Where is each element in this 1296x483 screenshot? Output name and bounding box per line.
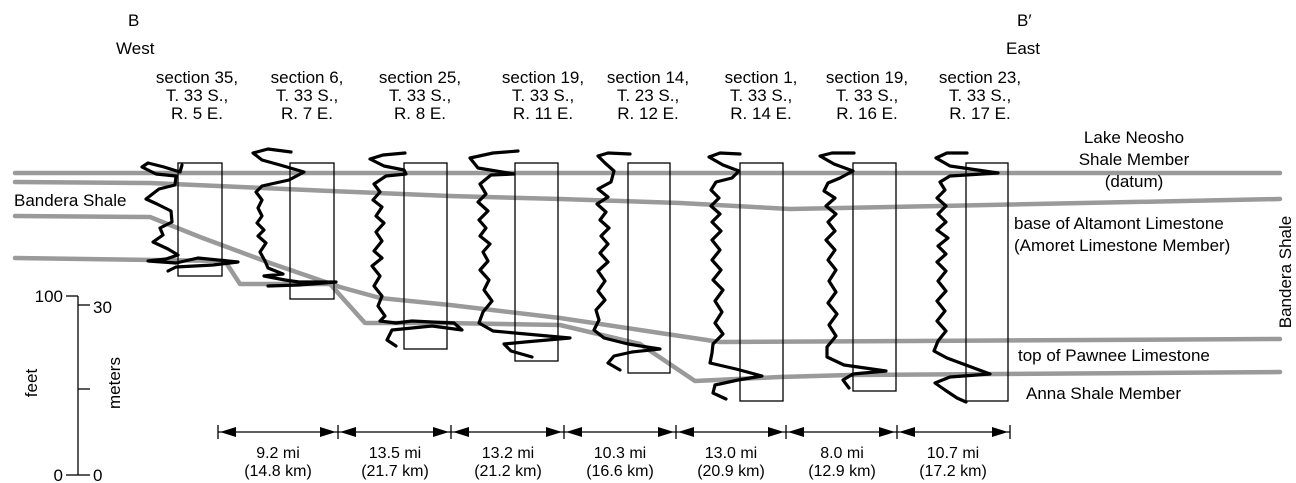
section-header-3: section 25, T. 33 S., R. 8 E. <box>379 68 461 123</box>
distance-3-km: (21.2 km) <box>474 463 542 480</box>
svg-text:T. 23 S.,: T. 23 S., <box>617 86 679 105</box>
anna-shale-label: Anna Shale Member <box>1026 384 1181 403</box>
altamont-base-line <box>12 179 1283 212</box>
distance-7-mi: 10.7 mi <box>927 445 979 462</box>
svg-text:T. 33 S.,: T. 33 S., <box>836 86 898 105</box>
section-header-2: section 6, T. 33 S., R. 7 E. <box>271 68 344 123</box>
svg-text:R. 14 E.: R. 14 E. <box>730 104 791 123</box>
distance-4-mi: 10.3 mi <box>594 445 646 462</box>
distance-bar: 9.2 mi (14.8 km) 13.5 mi (21.7 km) 13.2 … <box>217 425 1011 480</box>
west-endpoint-letter: B <box>128 11 139 30</box>
svg-text:T. 33 S.,: T. 33 S., <box>730 86 792 105</box>
lake-neosho-label-3: (datum) <box>1105 172 1164 191</box>
svg-text:section 35,: section 35, <box>156 68 238 87</box>
svg-text:R. 12 E.: R. 12 E. <box>617 104 678 123</box>
well-log-1 <box>140 161 240 273</box>
feet-axis-label: feet <box>22 369 41 398</box>
well-log-2 <box>251 147 338 288</box>
bandera-shale-east-label: Bandera Shale <box>1276 216 1295 328</box>
lake-neosho-label-2: Shale Member <box>1079 150 1190 169</box>
svg-text:R. 7 E.: R. 7 E. <box>281 104 333 123</box>
meters-top-tick-label: 30 <box>93 298 112 317</box>
meters-bottom-tick-label: 0 <box>93 466 102 483</box>
well-log-3 <box>368 151 464 348</box>
well-log-5 <box>592 151 662 372</box>
svg-text:section 14,: section 14, <box>607 68 689 87</box>
section-header-1: section 35, T. 33 S., R. 5 E. <box>156 68 238 123</box>
distance-3-mi: 13.2 mi <box>482 445 534 462</box>
distance-7-km: (17.2 km) <box>919 463 987 480</box>
svg-text:section 19,: section 19, <box>826 68 908 87</box>
west-direction-label: West <box>116 39 155 58</box>
meters-axis-label: meters <box>105 357 124 409</box>
section-header-7: section 19, T. 33 S., R. 16 E. <box>826 68 908 123</box>
distance-1-mi: 9.2 mi <box>256 445 300 462</box>
distance-6-km: (12.9 km) <box>808 463 876 480</box>
distance-1-km: (14.8 km) <box>244 463 312 480</box>
distance-6-mi: 8.0 mi <box>820 445 864 462</box>
pawnee-label: top of Pawnee Limestone <box>1018 346 1210 365</box>
well-logs <box>140 147 1000 404</box>
well-log-8 <box>932 151 1000 404</box>
svg-text:T. 33 S.,: T. 33 S., <box>166 86 228 105</box>
distance-2-km: (21.7 km) <box>361 463 429 480</box>
svg-text:T. 33 S.,: T. 33 S., <box>276 86 338 105</box>
east-direction-label: East <box>1006 39 1040 58</box>
distance-5-mi: 13.0 mi <box>705 445 757 462</box>
feet-bottom-tick-label: 0 <box>54 466 63 483</box>
distance-4-km: (16.6 km) <box>586 463 654 480</box>
svg-text:R. 5 E.: R. 5 E. <box>171 104 223 123</box>
svg-text:T. 33 S.,: T. 33 S., <box>949 86 1011 105</box>
lake-neosho-label-1: Lake Neosho <box>1084 128 1184 147</box>
altamont-label-1: base of Altamont Limestone <box>1014 214 1224 233</box>
east-endpoint-letter: B′ <box>1017 11 1032 30</box>
bandera-shale-west-label: Bandera Shale <box>14 191 126 210</box>
section-header-8: section 23, T. 33 S., R. 17 E. <box>939 68 1021 123</box>
svg-text:section 6,: section 6, <box>271 68 344 87</box>
bandera-lower-line <box>12 255 1283 384</box>
svg-text:R. 8 E.: R. 8 E. <box>394 104 446 123</box>
svg-text:R. 16 E.: R. 16 E. <box>836 104 897 123</box>
well-boxes <box>177 162 1009 402</box>
svg-text:section 19,: section 19, <box>502 68 584 87</box>
feet-top-tick-label: 100 <box>35 287 63 306</box>
svg-text:T. 33 S.,: T. 33 S., <box>512 86 574 105</box>
well-log-7 <box>818 151 888 390</box>
bandera-upper-line <box>12 213 1283 345</box>
svg-text:R. 17 E.: R. 17 E. <box>949 104 1010 123</box>
svg-text:section 25,: section 25, <box>379 68 461 87</box>
well-log-4 <box>468 149 572 359</box>
section-header-5: section 14, T. 23 S., R. 12 E. <box>607 68 689 123</box>
section-header-6: section 1, T. 33 S., R. 14 E. <box>725 68 798 123</box>
distance-5-km: (20.9 km) <box>697 463 765 480</box>
vertical-scale: 100 0 30 0 feet meters <box>22 287 124 483</box>
altamont-label-2: (Amoret Limestone Member) <box>1014 236 1230 255</box>
svg-text:section 1,: section 1, <box>725 68 798 87</box>
svg-text:R. 11 E.: R. 11 E. <box>513 104 573 123</box>
svg-text:section 23,: section 23, <box>939 68 1021 87</box>
svg-text:T. 33 S.,: T. 33 S., <box>389 86 451 105</box>
distance-2-mi: 13.5 mi <box>369 445 421 462</box>
section-header-4: section 19, T. 33 S., R. 11 E. <box>502 68 584 123</box>
well-log-6 <box>707 151 764 401</box>
